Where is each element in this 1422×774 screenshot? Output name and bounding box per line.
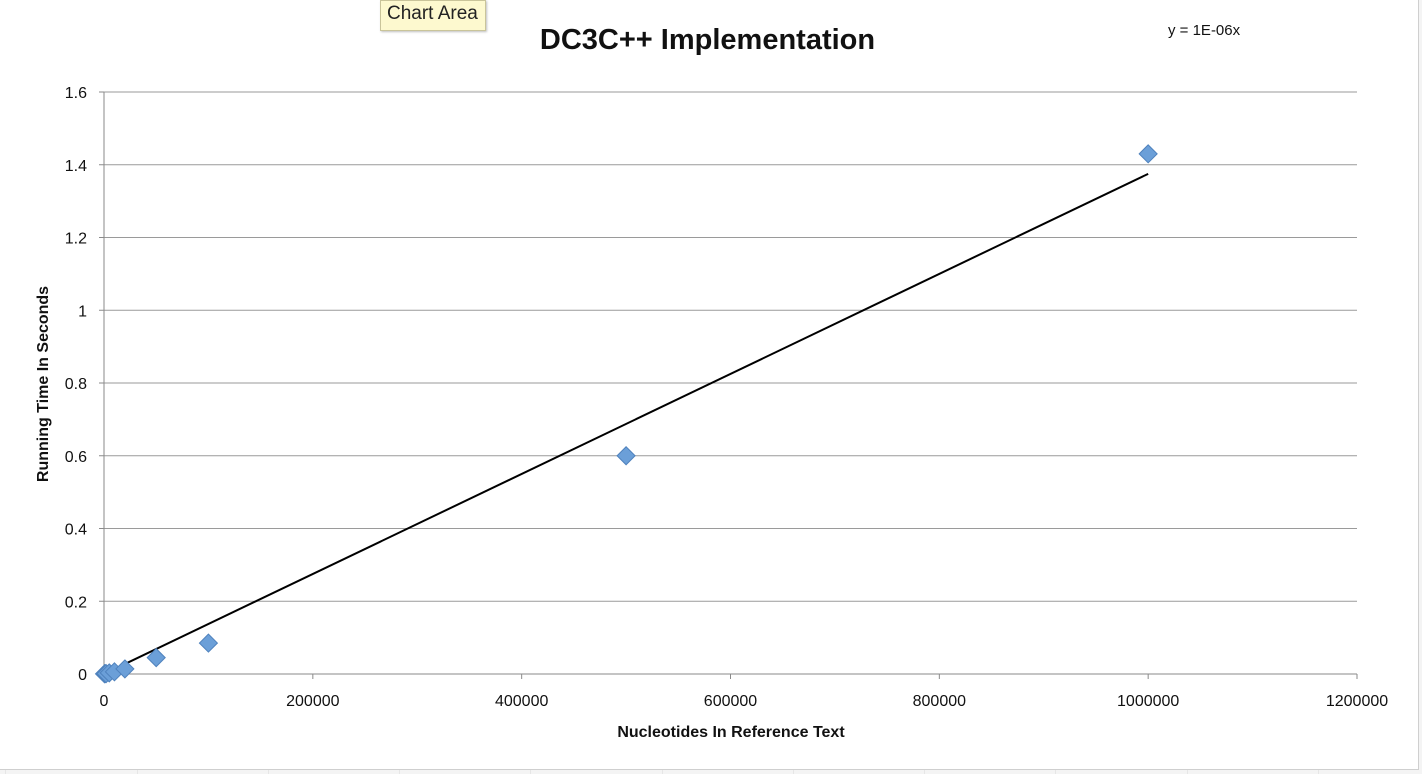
y-tick-label: 1.2 (65, 231, 87, 248)
y-axis-title: Running Time In Seconds (35, 286, 52, 482)
trendline-group (103, 172, 1149, 675)
y-tick-label: 1.4 (65, 158, 87, 175)
x-tick-label: 800000 (913, 693, 966, 710)
chart-area-tooltip: Chart Area (380, 0, 486, 31)
x-axis-title: Nucleotides In Reference Text (617, 724, 845, 741)
trendline-equation: y = 1E-06x (1168, 22, 1241, 39)
x-tick-label: 200000 (286, 693, 339, 710)
trendline (103, 172, 1149, 675)
y-tick-label: 1 (78, 303, 87, 320)
x-tick-label: 400000 (495, 693, 548, 710)
x-tick-label: 1200000 (1326, 693, 1388, 710)
chart-title-text: DC3C++ Implementation (539, 24, 876, 56)
data-point-marker (146, 647, 166, 668)
x-tick-label: 1000000 (1117, 693, 1179, 710)
y-tick-label: 1.6 (65, 85, 87, 102)
data-point-marker (198, 633, 219, 653)
x-tick-label: 0 (100, 693, 109, 710)
data-point-marker (1138, 144, 1158, 164)
axes (99, 91, 1358, 679)
x-tick-labels: 0 200000 400000 600000 800000 1000000 1200000 (100, 693, 1389, 710)
data-point-marker (115, 659, 135, 679)
y-tick-label: 0 (78, 667, 87, 684)
y-tick-label: 0.2 (65, 594, 87, 611)
data-points (94, 144, 1158, 684)
chart-title: DC3C++ Implementation (0, 24, 1419, 57)
y-tick-label: 0.4 (65, 522, 87, 539)
y-tick-labels: 0 0.2 0.4 0.6 0.8 1 1.2 1.4 1.6 (65, 85, 87, 684)
x-tick-label: 600000 (704, 693, 757, 710)
y-tick-label: 0.6 (65, 449, 87, 466)
gridlines (104, 91, 1357, 602)
y-tick-label: 0.8 (65, 376, 87, 393)
data-point-marker (616, 446, 636, 466)
